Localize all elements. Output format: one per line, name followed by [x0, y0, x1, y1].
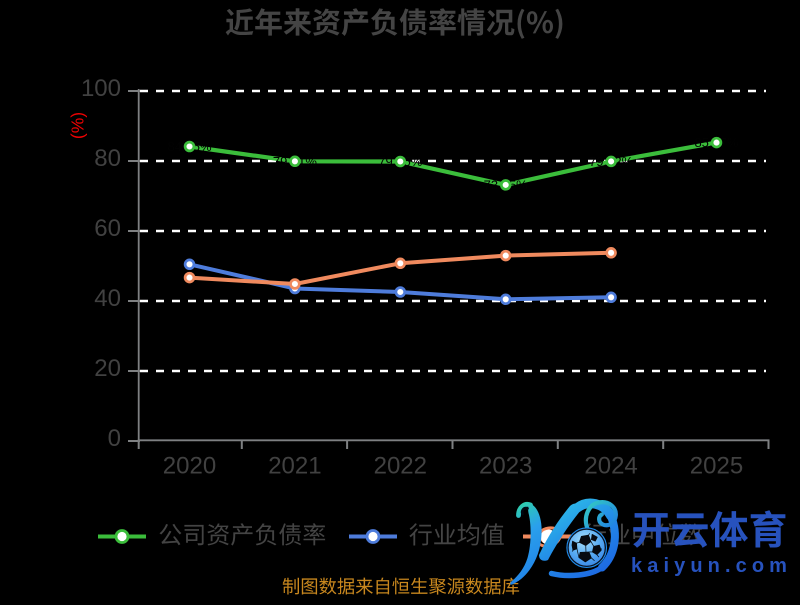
svg-text:kaiyun.com: kaiyun.com: [631, 555, 792, 577]
svg-text:2022: 2022: [374, 453, 427, 480]
svg-text:20: 20: [94, 355, 121, 382]
svg-text:0: 0: [108, 425, 121, 452]
svg-text:2023: 2023: [479, 453, 532, 480]
svg-text:60: 60: [94, 215, 121, 242]
svg-text:2024: 2024: [584, 453, 637, 480]
svg-text:100: 100: [81, 75, 121, 102]
svg-text:40: 40: [94, 285, 121, 312]
svg-text:2025: 2025: [690, 453, 743, 480]
svg-text:(%): (%): [68, 112, 88, 139]
svg-text:80: 80: [94, 145, 121, 172]
svg-text:2020: 2020: [163, 453, 216, 480]
svg-text:2021: 2021: [268, 453, 321, 480]
